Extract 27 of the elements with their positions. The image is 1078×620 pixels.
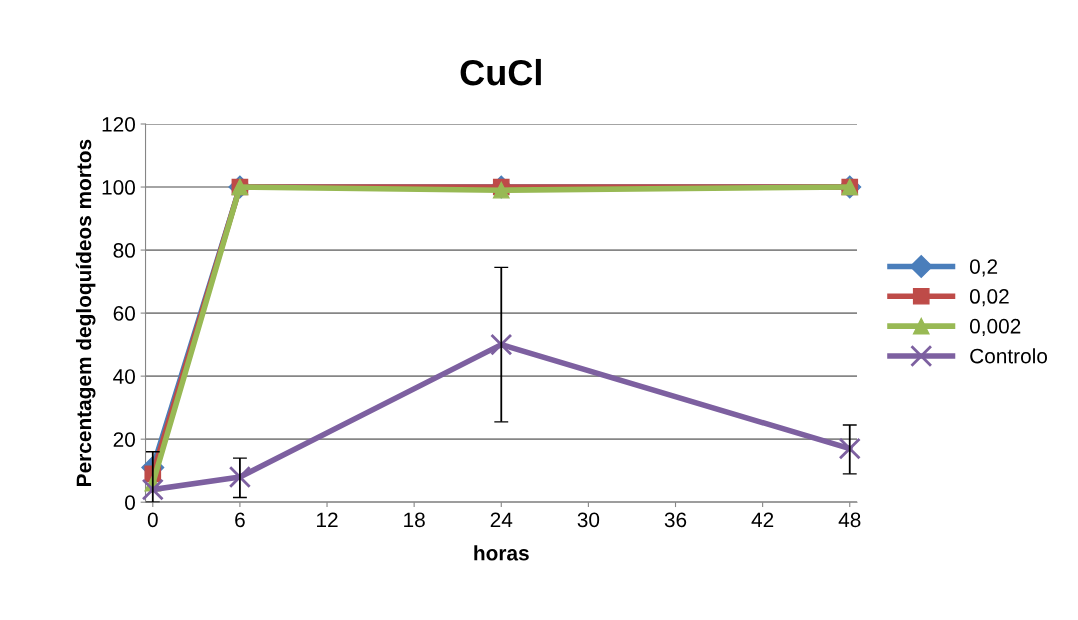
- y-tick-label: 20: [113, 432, 135, 447]
- legend-label: 0,002: [969, 318, 1021, 337]
- x-tick-label: 12: [317, 512, 338, 528]
- x-tick-label: 30: [577, 512, 600, 528]
- legend-label: 0,2: [969, 259, 998, 277]
- x-tick-label: 24: [490, 512, 513, 528]
- y-tick-label: 0: [125, 495, 135, 510]
- x-tick-label: 48: [838, 512, 861, 528]
- y-tick-label: 60: [113, 306, 135, 321]
- legend-label: 0,02: [969, 289, 1009, 307]
- point: [228, 465, 252, 489]
- x-axis-title: horas: [474, 545, 529, 561]
- chart-title: CuCl: [460, 58, 541, 86]
- y-tick-label: 120: [102, 117, 135, 132]
- point: [141, 478, 164, 501]
- x-tick-label: 18: [404, 512, 425, 528]
- x-tick-label: 0: [147, 512, 158, 528]
- y-axis-title: Percentagem degloquídeos mortos: [75, 139, 96, 486]
- y-tick-label: 40: [113, 369, 135, 384]
- x-tick-label: 6: [235, 512, 245, 528]
- point: [838, 437, 861, 460]
- x-tick-label: 42: [751, 512, 774, 528]
- x-tick-label: 36: [664, 512, 687, 528]
- point: [490, 333, 513, 356]
- y-tick-label: 100: [102, 180, 135, 195]
- y-tick-label: 80: [113, 243, 135, 258]
- legend-label: Controlo: [970, 348, 1048, 364]
